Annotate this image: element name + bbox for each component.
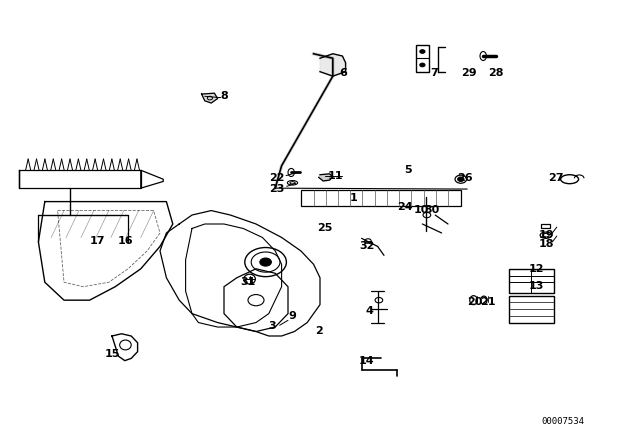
Text: 00007534: 00007534 bbox=[541, 417, 585, 426]
Text: 4: 4 bbox=[366, 306, 374, 316]
Text: 7: 7 bbox=[430, 68, 438, 78]
Text: 29: 29 bbox=[461, 68, 477, 78]
Text: 19: 19 bbox=[539, 230, 554, 240]
Text: 18: 18 bbox=[539, 239, 554, 249]
Text: 28: 28 bbox=[488, 68, 504, 78]
Text: 10: 10 bbox=[413, 205, 429, 215]
Ellipse shape bbox=[420, 50, 425, 53]
Text: 24: 24 bbox=[397, 202, 412, 212]
Text: 3: 3 bbox=[268, 321, 276, 331]
Text: 5: 5 bbox=[404, 165, 412, 175]
Text: 6: 6 bbox=[340, 68, 348, 78]
Text: 26: 26 bbox=[457, 173, 472, 183]
Polygon shape bbox=[320, 54, 346, 76]
Text: 23: 23 bbox=[269, 184, 284, 194]
Text: 8: 8 bbox=[220, 91, 228, 101]
Text: 9: 9 bbox=[288, 311, 296, 321]
Text: 27: 27 bbox=[548, 173, 563, 183]
Text: 21: 21 bbox=[480, 297, 495, 307]
Ellipse shape bbox=[420, 63, 425, 67]
Polygon shape bbox=[319, 174, 333, 181]
Text: 15: 15 bbox=[104, 349, 120, 359]
Ellipse shape bbox=[260, 258, 271, 266]
Ellipse shape bbox=[458, 177, 464, 181]
Text: 2: 2 bbox=[315, 326, 323, 336]
Text: 31: 31 bbox=[240, 277, 255, 287]
Text: 13: 13 bbox=[529, 281, 544, 291]
Text: 17: 17 bbox=[90, 236, 105, 246]
Text: 16: 16 bbox=[118, 236, 133, 246]
Text: 32: 32 bbox=[359, 241, 374, 250]
Text: 25: 25 bbox=[317, 223, 333, 233]
Text: 11: 11 bbox=[328, 171, 343, 181]
Text: 22: 22 bbox=[269, 173, 284, 183]
Text: 20: 20 bbox=[467, 297, 483, 307]
Text: 14: 14 bbox=[358, 356, 374, 366]
Text: 1: 1 bbox=[350, 194, 358, 203]
Text: 30: 30 bbox=[424, 205, 440, 215]
Polygon shape bbox=[202, 93, 218, 103]
Text: 12: 12 bbox=[529, 264, 544, 274]
